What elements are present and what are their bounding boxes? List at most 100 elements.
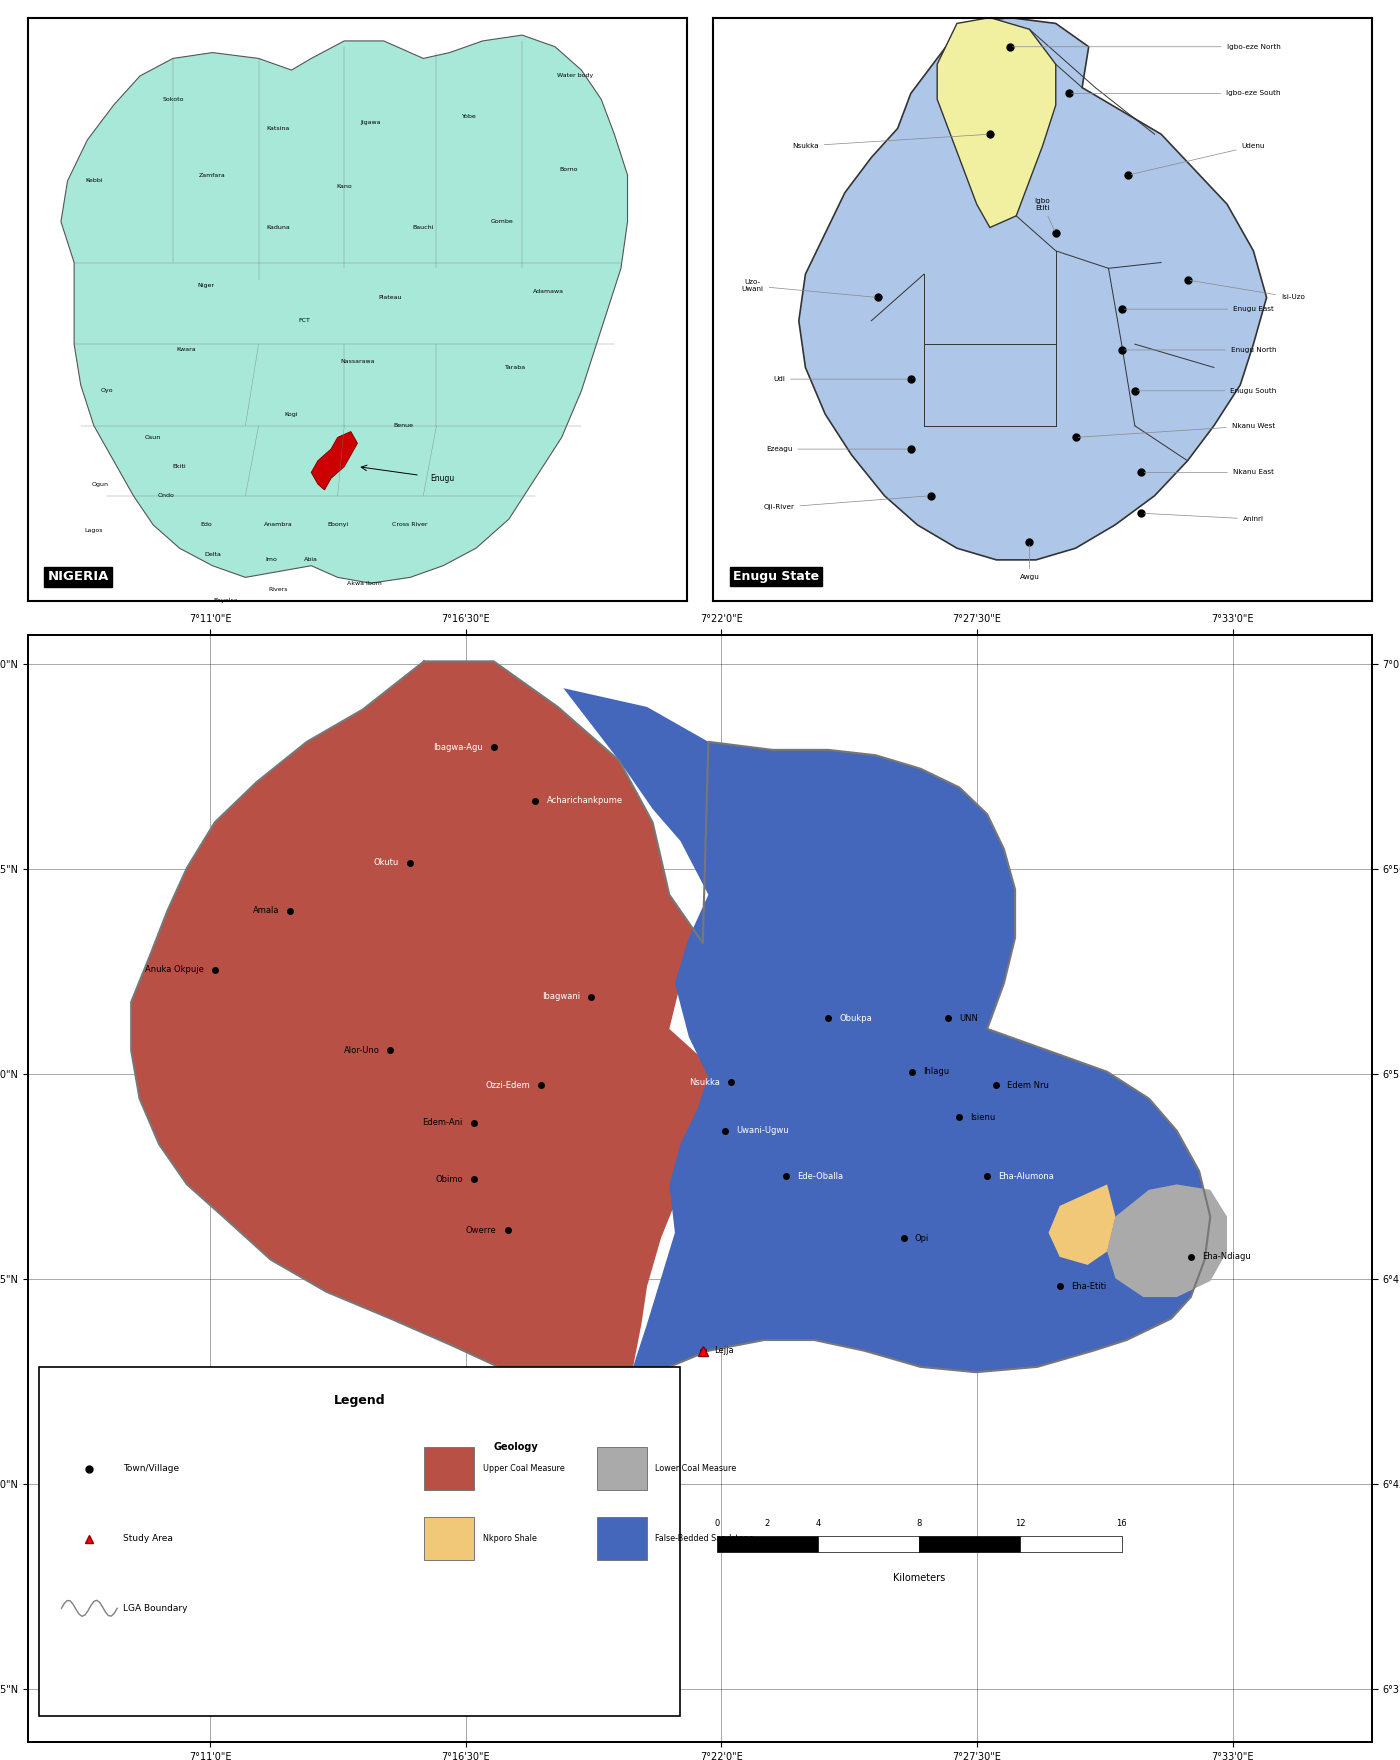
Text: Town/Village: Town/Village xyxy=(123,1464,179,1473)
Text: Enugu North: Enugu North xyxy=(1124,347,1277,354)
Text: Lagos: Lagos xyxy=(84,528,104,533)
Text: 0: 0 xyxy=(714,1519,720,1528)
Text: Nkporo Shale: Nkporo Shale xyxy=(483,1535,536,1544)
Text: False-Bedded Sandstone: False-Bedded Sandstone xyxy=(655,1535,755,1544)
Text: Kogi: Kogi xyxy=(284,412,298,417)
Text: Ekiti: Ekiti xyxy=(172,465,186,470)
Text: Udenu: Udenu xyxy=(1131,143,1266,174)
Text: Ogun: Ogun xyxy=(92,482,109,486)
Bar xyxy=(424,1447,475,1491)
Text: Delta: Delta xyxy=(204,551,221,556)
Text: Katsina: Katsina xyxy=(267,127,290,130)
Text: 2: 2 xyxy=(764,1519,770,1528)
Text: FCT: FCT xyxy=(298,319,311,324)
Text: Opi: Opi xyxy=(914,1234,930,1243)
Text: Ondo: Ondo xyxy=(158,493,175,498)
Text: Awgu: Awgu xyxy=(1019,546,1039,581)
Text: LGA Boundary: LGA Boundary xyxy=(123,1603,188,1612)
Text: Aninri: Aninri xyxy=(1144,514,1264,523)
Text: Zamfara: Zamfara xyxy=(199,172,225,178)
Text: Okutu: Okutu xyxy=(374,859,399,868)
Text: Enugu State: Enugu State xyxy=(734,570,819,583)
Text: Isienu: Isienu xyxy=(970,1112,995,1121)
Text: Benue: Benue xyxy=(393,422,413,428)
Text: Nsukka: Nsukka xyxy=(792,134,987,150)
Text: Owerre: Owerre xyxy=(466,1225,497,1234)
Text: Rivers: Rivers xyxy=(269,586,288,591)
Bar xyxy=(424,1517,475,1559)
Bar xyxy=(596,1517,647,1559)
Text: Bauchi: Bauchi xyxy=(413,225,434,231)
Text: Enugu: Enugu xyxy=(430,473,454,482)
Text: Ede-Oballa: Ede-Oballa xyxy=(798,1172,844,1181)
Text: Ihlagu: Ihlagu xyxy=(923,1067,949,1077)
Text: NIGERIA: NIGERIA xyxy=(48,570,109,583)
Text: Niger: Niger xyxy=(197,283,214,289)
Text: Borno: Borno xyxy=(559,167,577,172)
Text: Anuka Okpuje: Anuka Okpuje xyxy=(144,964,203,975)
Text: Kilometers: Kilometers xyxy=(893,1573,945,1584)
Text: Ebonyi: Ebonyi xyxy=(328,523,349,528)
Text: Oyo: Oyo xyxy=(101,389,113,392)
Text: Alor-Uno: Alor-Uno xyxy=(343,1045,379,1054)
Text: Udi: Udi xyxy=(773,377,909,382)
Text: Uwani-Ugwu: Uwani-Ugwu xyxy=(736,1126,788,1135)
Text: Sokoto: Sokoto xyxy=(162,97,183,102)
Bar xyxy=(1021,1536,1121,1552)
Polygon shape xyxy=(937,18,1056,227)
Text: Jigawa: Jigawa xyxy=(360,120,381,125)
Bar xyxy=(596,1447,647,1491)
Text: Enugu South: Enugu South xyxy=(1138,387,1277,394)
Text: Ibagwa-Agu: Ibagwa-Agu xyxy=(433,743,483,752)
Text: Upper Coal Measure: Upper Coal Measure xyxy=(483,1464,564,1473)
Text: Acharichankpume: Acharichankpume xyxy=(546,796,623,806)
Text: Study Area: Study Area xyxy=(123,1535,172,1544)
Text: Amala: Amala xyxy=(252,906,279,915)
Text: Taraba: Taraba xyxy=(505,364,526,370)
Polygon shape xyxy=(799,18,1267,560)
Text: Lower Coal Measure: Lower Coal Measure xyxy=(655,1464,736,1473)
Text: 8: 8 xyxy=(917,1519,921,1528)
Text: Kwara: Kwara xyxy=(176,347,196,352)
Text: Kaduna: Kaduna xyxy=(266,225,290,231)
Text: Eha-Etiti: Eha-Etiti xyxy=(1071,1281,1106,1290)
Text: Nassarawa: Nassarawa xyxy=(340,359,375,364)
Text: Lejja: Lejja xyxy=(714,1346,734,1355)
Text: Osun: Osun xyxy=(146,435,161,440)
Text: Uzo-
Uwani: Uzo- Uwani xyxy=(742,280,875,297)
Polygon shape xyxy=(1107,1184,1226,1297)
Text: Abia: Abia xyxy=(304,558,318,563)
Text: Igbo-eze South: Igbo-eze South xyxy=(1072,90,1281,97)
Text: Bayelsa: Bayelsa xyxy=(213,598,238,604)
Text: Obukpa: Obukpa xyxy=(840,1014,872,1023)
Text: UNN: UNN xyxy=(959,1014,979,1023)
Text: Edem Nru: Edem Nru xyxy=(1007,1081,1049,1089)
Text: Akwa Ibom: Akwa Ibom xyxy=(347,581,381,586)
Text: 16: 16 xyxy=(1116,1519,1127,1528)
Text: Kano: Kano xyxy=(336,185,353,188)
Bar xyxy=(717,1536,818,1552)
Text: Oji-River: Oji-River xyxy=(763,496,928,510)
Text: Igbo-eze North: Igbo-eze North xyxy=(1012,44,1280,49)
Text: Edem-Ani: Edem-Ani xyxy=(423,1118,463,1126)
Text: Ibagwani: Ibagwani xyxy=(542,993,580,1001)
Text: 12: 12 xyxy=(1015,1519,1026,1528)
Text: Enugu East: Enugu East xyxy=(1124,306,1274,312)
Polygon shape xyxy=(132,662,717,1413)
Text: Legend: Legend xyxy=(335,1394,385,1406)
Text: Ozzi-Edem: Ozzi-Edem xyxy=(486,1081,531,1089)
Text: Isi-Uzo: Isi-Uzo xyxy=(1190,280,1305,301)
Bar xyxy=(818,1536,920,1552)
Text: Imo: Imo xyxy=(266,558,277,563)
Text: Igbo
Etiti: Igbo Etiti xyxy=(1035,197,1054,231)
Text: Eha-Alumona: Eha-Alumona xyxy=(998,1172,1054,1181)
Text: Kebbi: Kebbi xyxy=(85,178,102,183)
Polygon shape xyxy=(311,431,357,489)
Text: Water body: Water body xyxy=(557,74,594,79)
Text: Yobe: Yobe xyxy=(462,114,477,120)
Text: 4: 4 xyxy=(815,1519,820,1528)
Polygon shape xyxy=(62,35,627,583)
Text: Nkanu West: Nkanu West xyxy=(1078,422,1275,436)
Text: Nkanu East: Nkanu East xyxy=(1144,470,1274,475)
Text: Plateau: Plateau xyxy=(378,296,402,299)
